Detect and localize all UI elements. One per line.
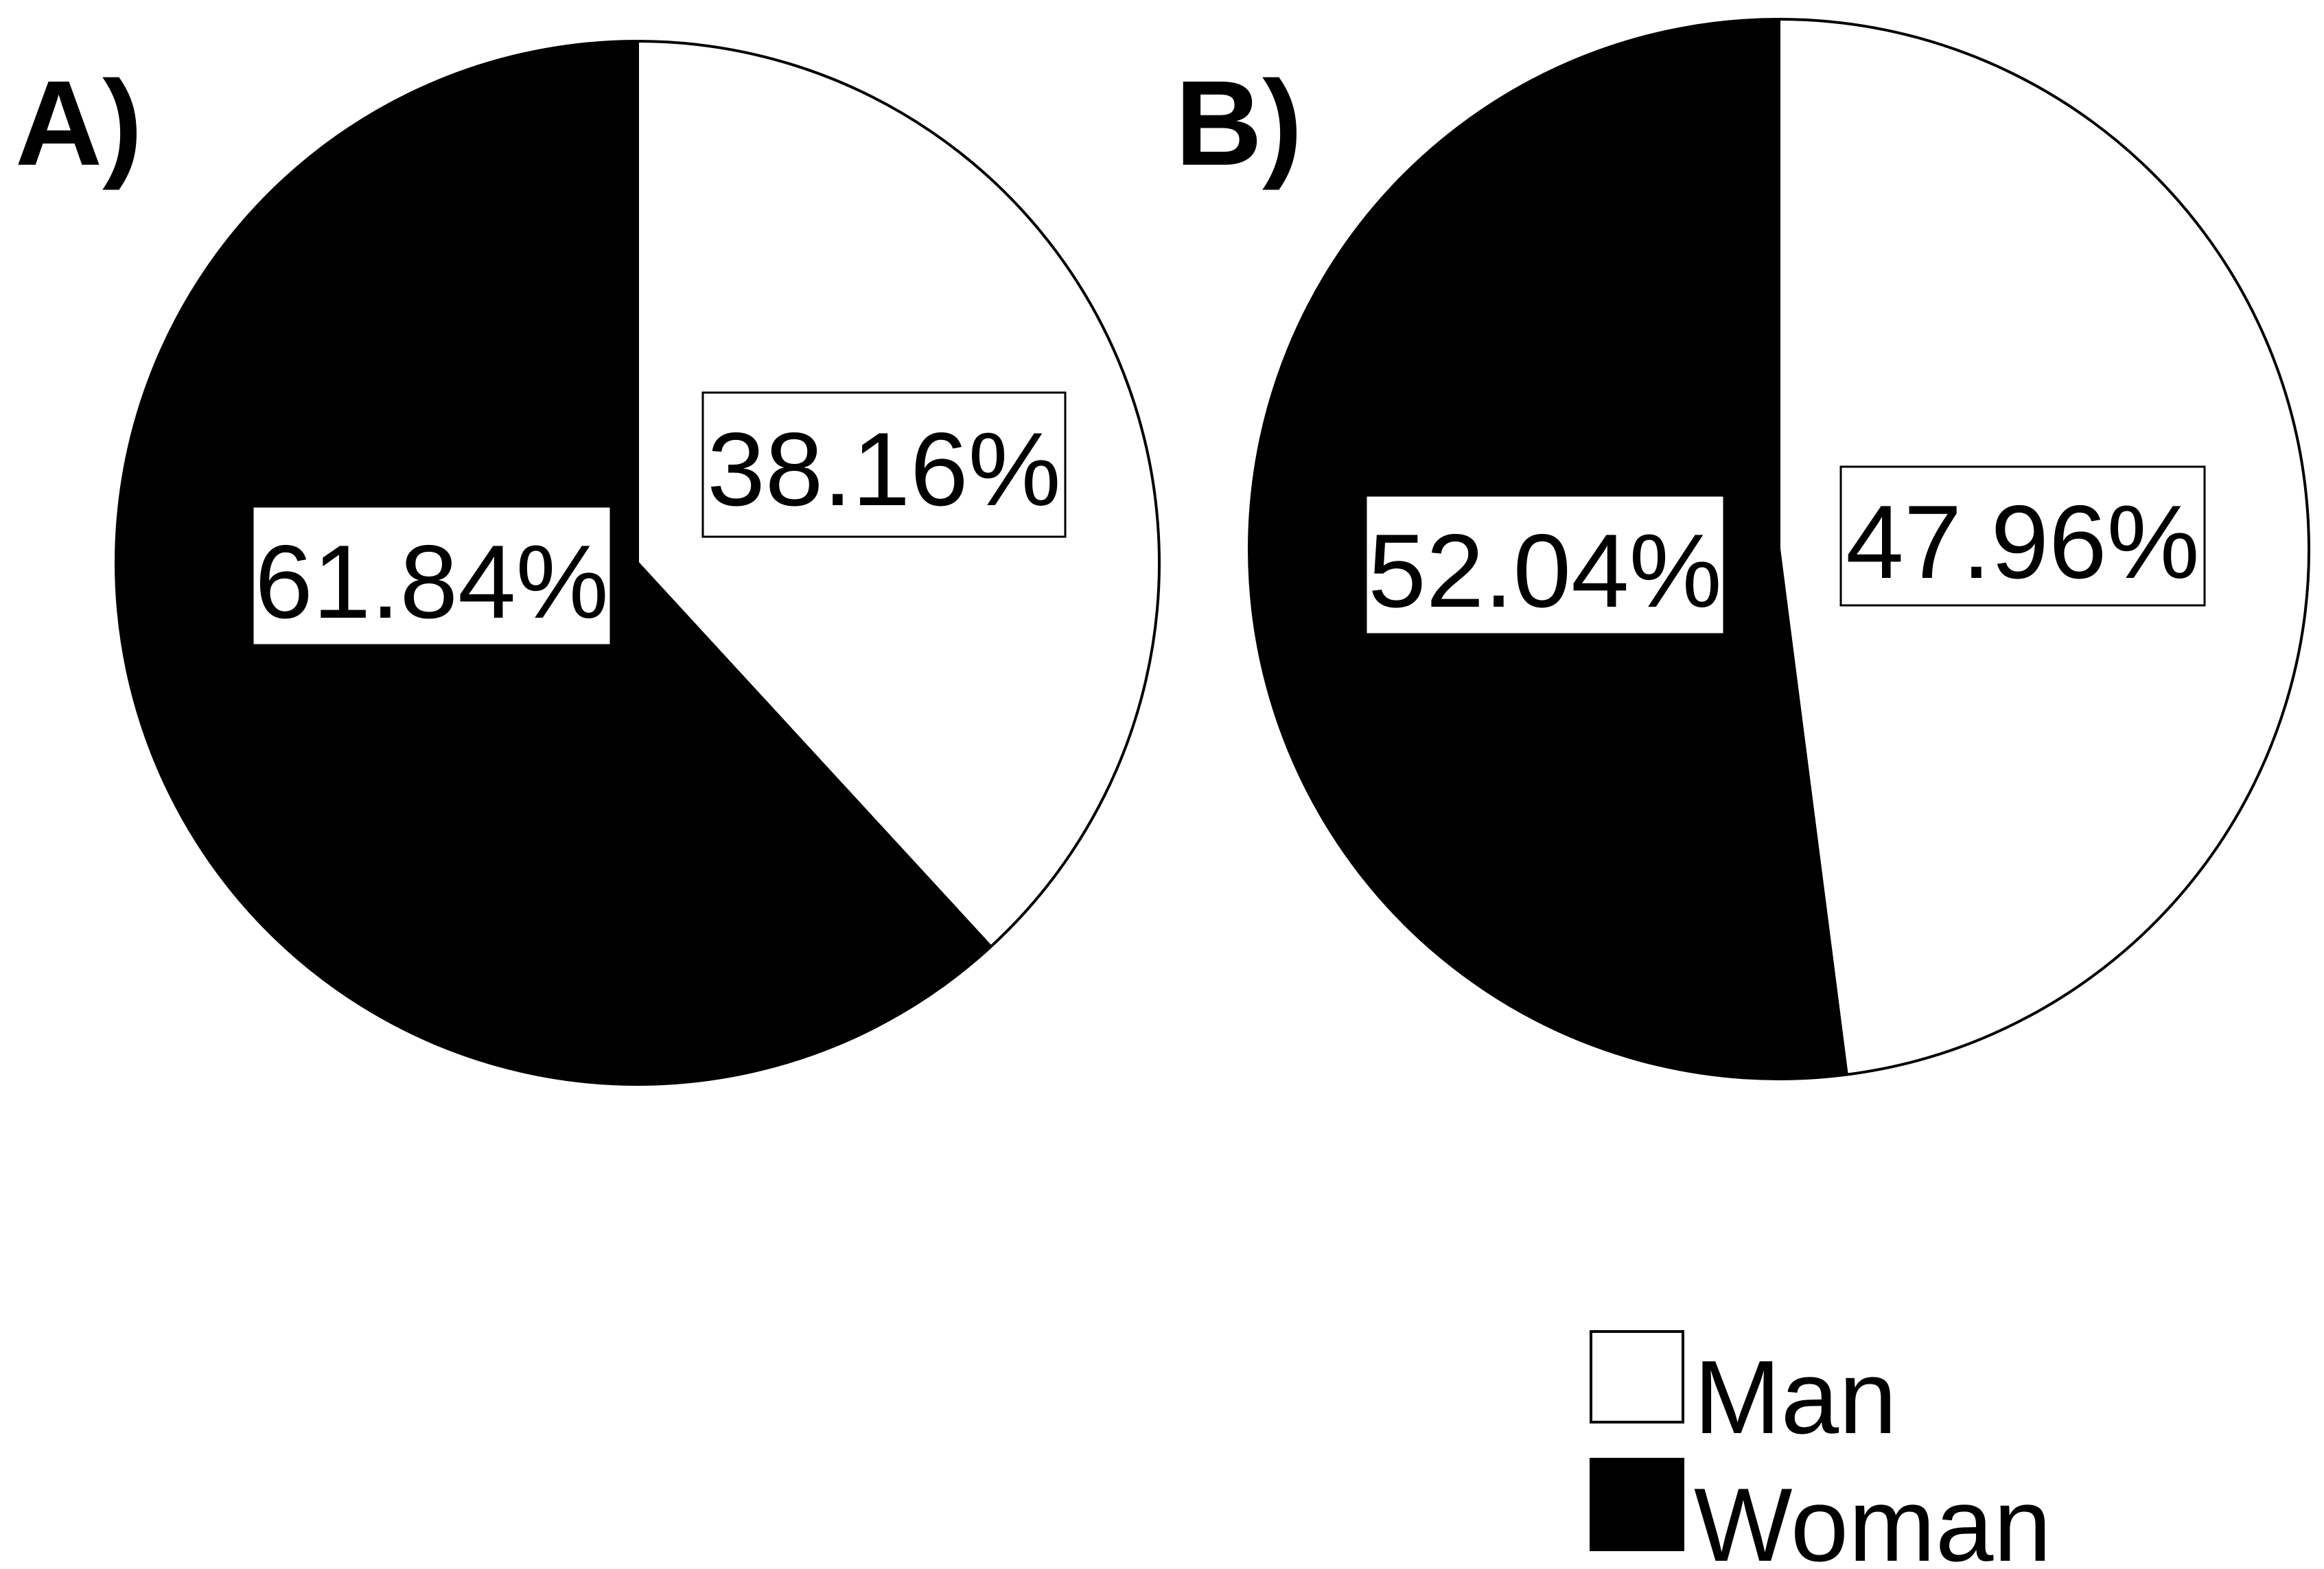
legend: Man Woman: [1590, 1330, 2052, 1569]
panel-label-b: B): [1175, 56, 1303, 191]
legend-item-man: Man: [1590, 1330, 1897, 1456]
legend-label-woman: Woman: [1694, 1467, 2052, 1569]
pie-b-woman-label-box: [1364, 494, 1725, 636]
legend-label-man: Man: [1694, 1339, 1897, 1456]
pie-b-woman-label-text: 52.04%: [1368, 513, 1722, 629]
pie-chart-b: B) 52.04% 47.96%: [1175, 18, 2310, 1080]
pie-a-man-label-text: 38.16%: [707, 411, 1061, 528]
legend-swatch-man: [1590, 1330, 1684, 1423]
pie-a-woman-label-box: [251, 505, 612, 647]
panel-label-a: A): [15, 56, 143, 191]
pie-b-man-label: 47.96%: [1839, 465, 2206, 607]
legend-swatch-woman: [1590, 1458, 1684, 1551]
pie-b-man-label-box: [1839, 465, 2206, 607]
pie-a-woman-label: 61.84%: [251, 505, 612, 647]
pie-a-man-label-box: [701, 391, 1067, 538]
pie-a-man-label: 38.16%: [701, 391, 1067, 538]
pie-b-woman-label: 52.04%: [1364, 494, 1725, 636]
legend-item-woman: Woman: [1590, 1458, 2052, 1569]
pie-b-man-label-text: 47.96%: [1846, 484, 2200, 601]
pie-a-woman-label-text: 61.84%: [255, 524, 609, 640]
pie-chart-a: A) 61.84% 38.16%: [15, 40, 1161, 1086]
